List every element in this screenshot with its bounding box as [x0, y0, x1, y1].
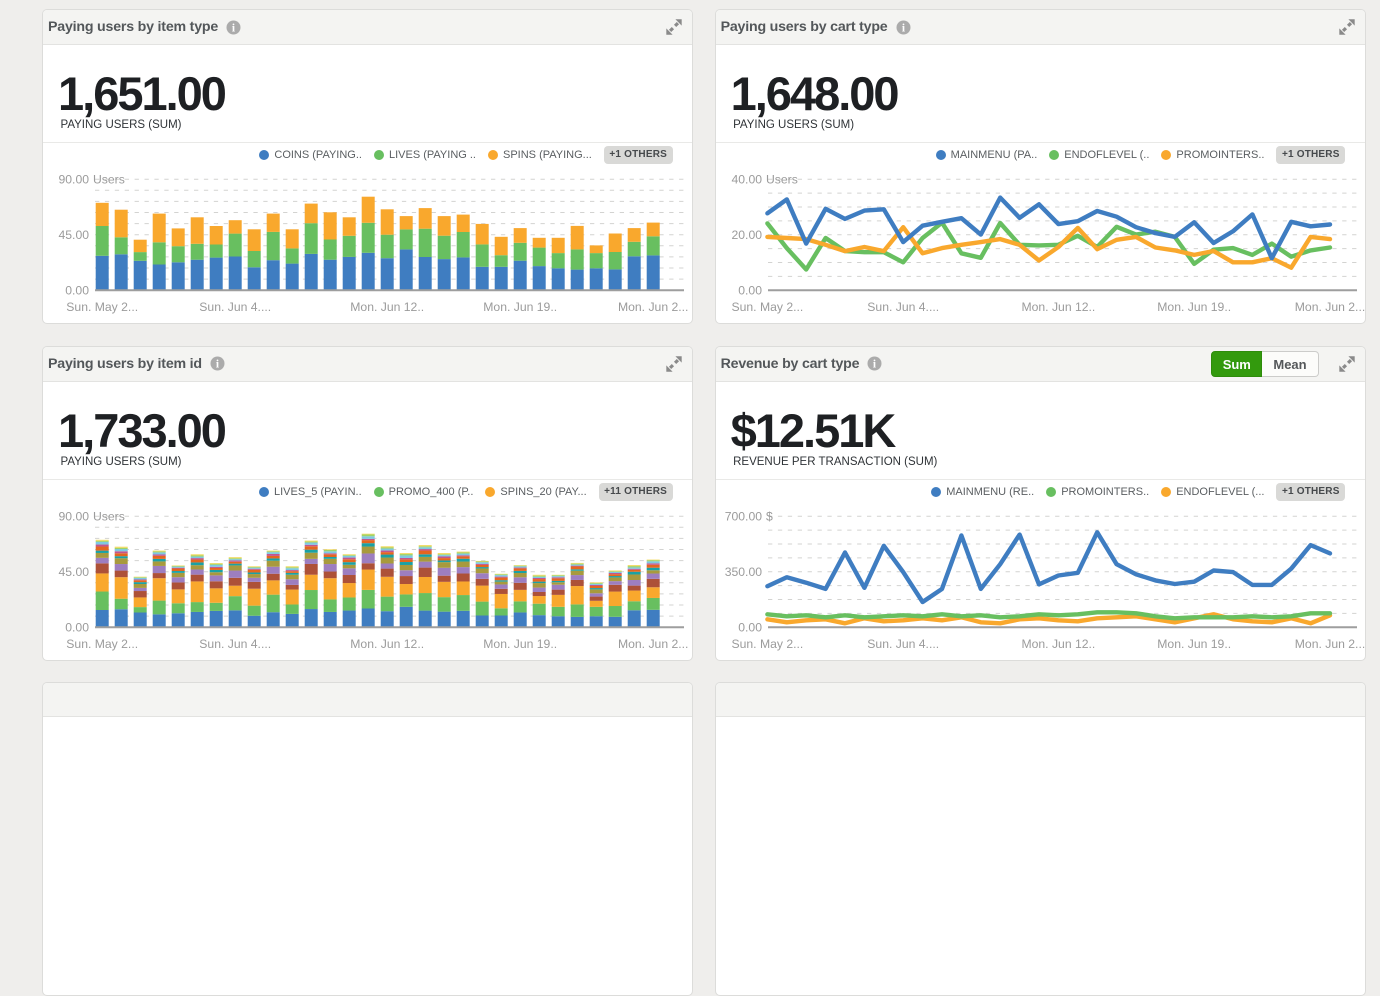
- svg-text:Sun. May 2...: Sun. May 2...: [731, 637, 803, 651]
- svg-text:Sun. Jun 4....: Sun. Jun 4....: [867, 300, 939, 314]
- svg-text:0.00: 0.00: [738, 284, 762, 298]
- svg-text:Mon. Jun 19..: Mon. Jun 19..: [483, 300, 557, 314]
- svg-text:45.00: 45.00: [59, 565, 90, 579]
- svg-text:Mon. Jun 12..: Mon. Jun 12..: [1021, 300, 1095, 314]
- svg-text:Sun. May 2...: Sun. May 2...: [731, 300, 803, 314]
- svg-text:700.00: 700.00: [724, 509, 761, 523]
- svg-text:Mon. Jun 2...: Mon. Jun 2...: [618, 300, 688, 314]
- svg-text:40.00: 40.00: [731, 173, 762, 187]
- svg-text:Sun. Jun 4....: Sun. Jun 4....: [867, 637, 939, 651]
- svg-text:90.00: 90.00: [59, 173, 90, 187]
- svg-text:$: $: [766, 509, 773, 523]
- svg-text:Sun. May 2...: Sun. May 2...: [66, 300, 138, 314]
- svg-text:Users: Users: [93, 509, 125, 523]
- svg-text:Users: Users: [93, 173, 125, 187]
- svg-text:45.00: 45.00: [59, 228, 90, 242]
- svg-text:Users: Users: [766, 173, 798, 187]
- svg-text:Mon. Jun 19..: Mon. Jun 19..: [1157, 637, 1231, 651]
- svg-text:Mon. Jun 2...: Mon. Jun 2...: [1294, 637, 1364, 651]
- svg-text:Mon. Jun 19..: Mon. Jun 19..: [483, 637, 557, 651]
- svg-text:0.00: 0.00: [738, 620, 762, 634]
- svg-text:0.00: 0.00: [65, 620, 89, 634]
- svg-text:Mon. Jun 12..: Mon. Jun 12..: [350, 300, 424, 314]
- svg-text:350.00: 350.00: [724, 565, 761, 579]
- svg-text:0.00: 0.00: [65, 284, 89, 298]
- svg-text:Sun. Jun 4....: Sun. Jun 4....: [199, 637, 271, 651]
- svg-text:Mon. Jun 2...: Mon. Jun 2...: [1294, 300, 1364, 314]
- svg-text:Mon. Jun 2...: Mon. Jun 2...: [618, 637, 688, 651]
- svg-text:Sun. Jun 4....: Sun. Jun 4....: [199, 300, 271, 314]
- svg-text:Mon. Jun 19..: Mon. Jun 19..: [1157, 300, 1231, 314]
- svg-text:90.00: 90.00: [59, 509, 90, 523]
- svg-text:Sun. May 2...: Sun. May 2...: [66, 637, 138, 651]
- svg-text:20.00: 20.00: [731, 228, 762, 242]
- svg-text:Mon. Jun 12..: Mon. Jun 12..: [1021, 637, 1095, 651]
- svg-text:Mon. Jun 12..: Mon. Jun 12..: [350, 637, 424, 651]
